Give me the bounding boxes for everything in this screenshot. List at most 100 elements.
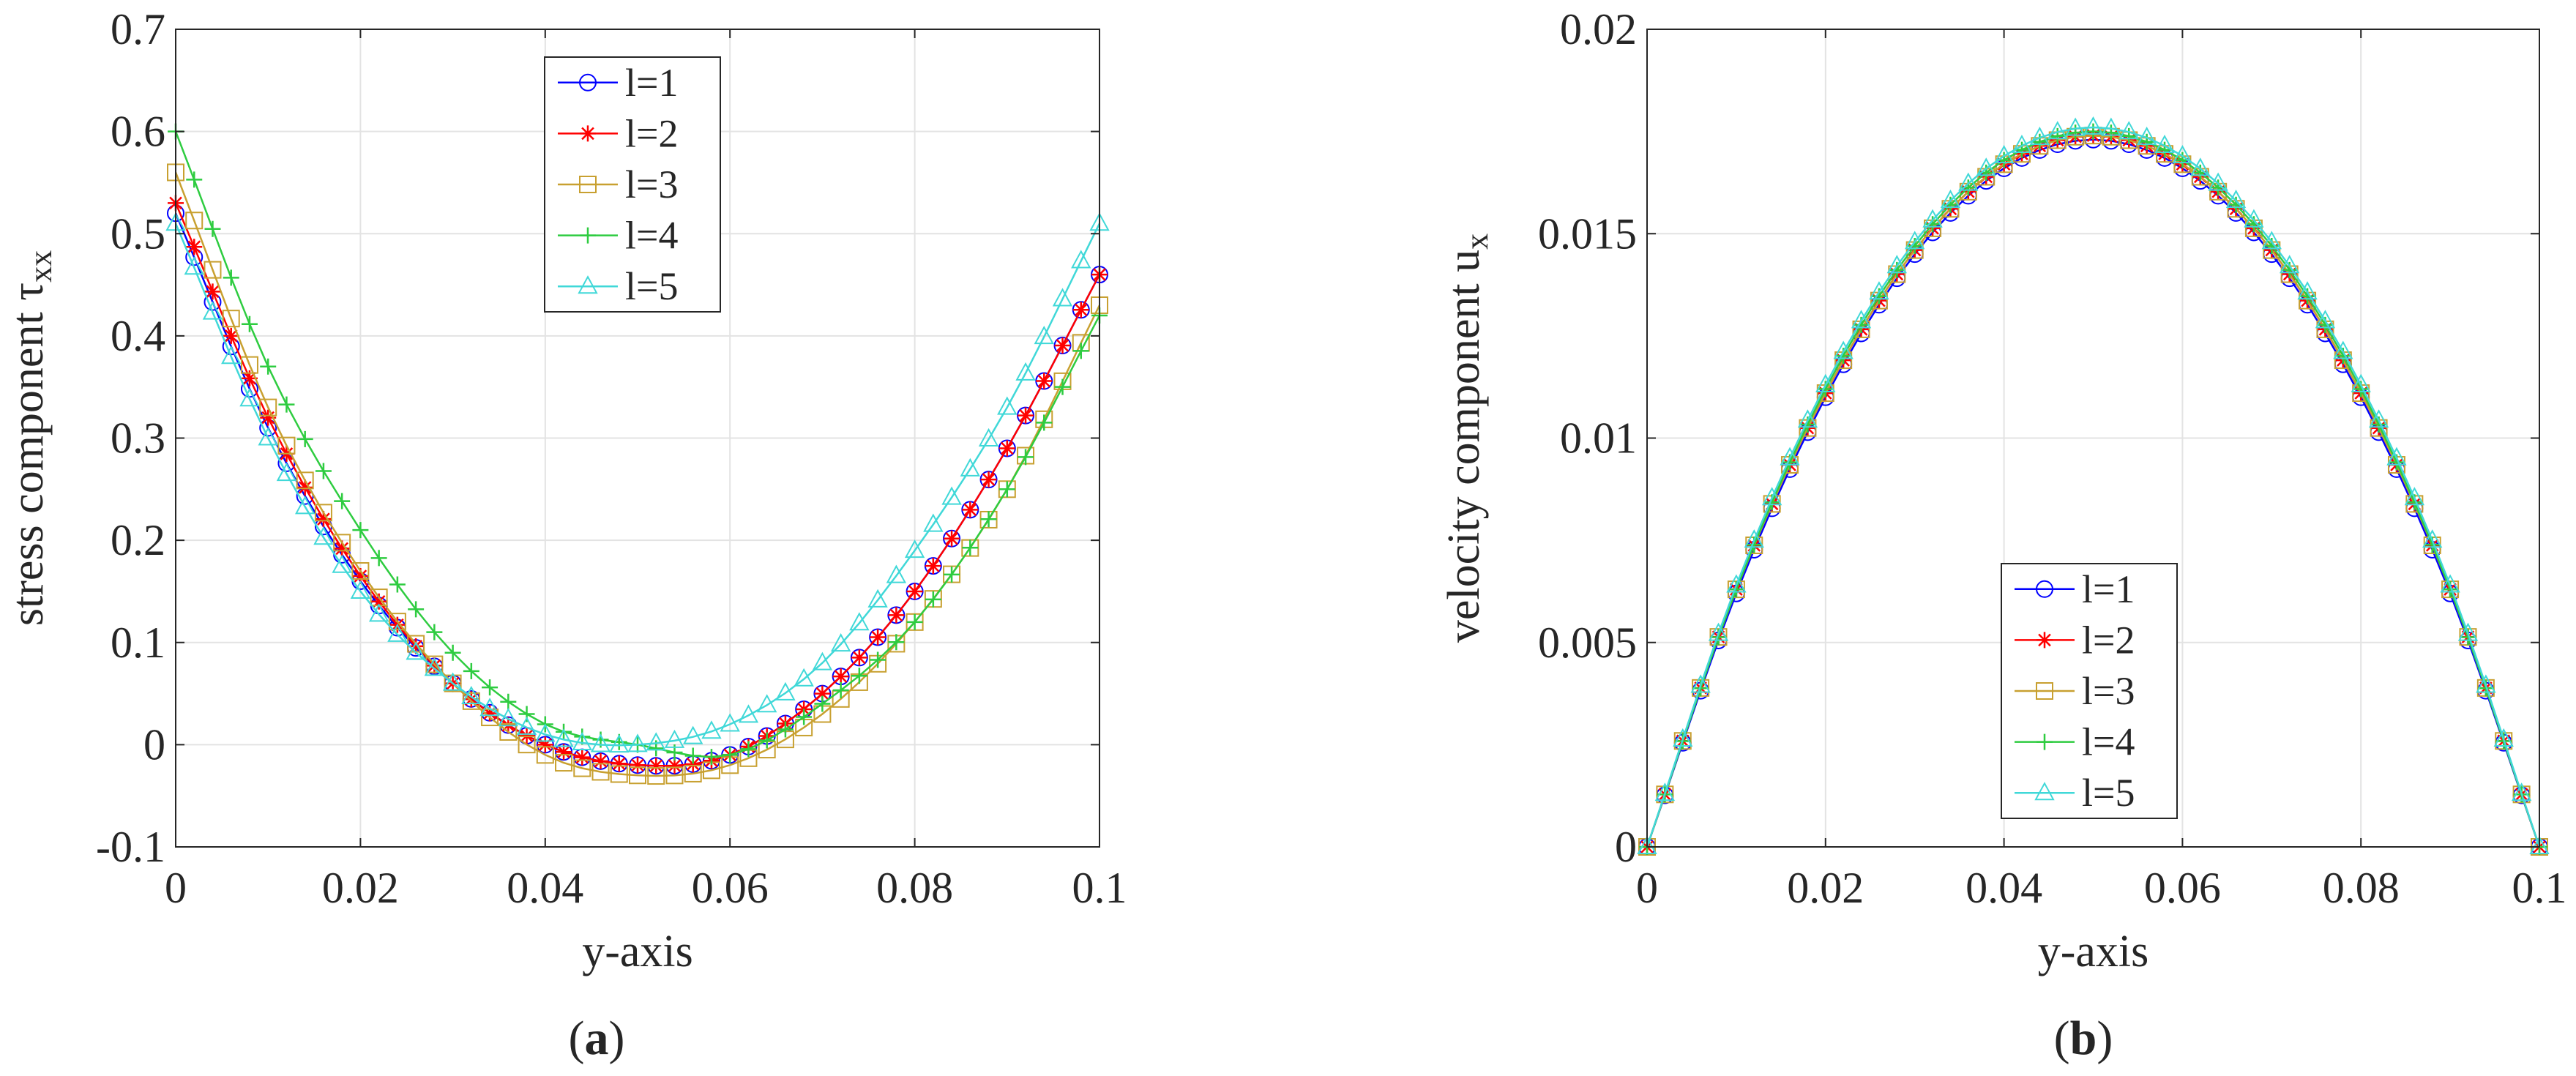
data-point: [518, 706, 535, 722]
data-point: [296, 430, 313, 447]
data-point: [683, 725, 703, 744]
data-point: [313, 526, 334, 545]
data-point: [777, 721, 794, 738]
data-point: [2297, 281, 2318, 300]
data-point: [408, 638, 425, 654]
data-point: [1036, 373, 1053, 389]
data-point: [648, 758, 665, 774]
x-tick-label: 0.02: [1787, 864, 1864, 912]
data-point: [368, 603, 389, 622]
data-point: [1036, 414, 1053, 431]
data-point: [2208, 172, 2228, 191]
data-point: [941, 486, 962, 505]
data-point: [1673, 728, 1693, 747]
data-point: [2172, 145, 2193, 164]
data-point: [426, 657, 443, 674]
data-point: [572, 731, 592, 751]
data-point: [2225, 190, 2247, 209]
legend-b: l=1 l=2 l=3 l=4 l=5: [2001, 563, 2178, 819]
data-point: [851, 668, 867, 684]
data-point: [796, 709, 813, 725]
legend-marker: [2034, 782, 2055, 801]
data-point: [2244, 209, 2264, 228]
data-point: [906, 613, 923, 630]
y-tick-label: 0.6: [111, 108, 165, 156]
data-point: [2031, 133, 2048, 150]
data-point: [1761, 487, 1782, 506]
x-tick-label: 0.1: [2512, 864, 2567, 912]
data-point: [425, 655, 444, 673]
data-point: [240, 356, 258, 374]
data-point: [535, 723, 556, 742]
data-point: [2386, 447, 2407, 466]
data-point: [1071, 250, 1091, 269]
data-point: [646, 732, 666, 751]
data-point: [1708, 622, 1729, 641]
data-point: [222, 310, 240, 328]
data-point: [814, 685, 831, 702]
y-tick-label: 0: [143, 720, 165, 769]
data-point: [1780, 447, 1800, 466]
y-ticks-a: -0.1 0 0.1 0.2 0.3 0.4 0.5 0.6 0.7: [96, 5, 1100, 871]
legend-marker: [2036, 632, 2053, 649]
data-point: [888, 607, 905, 624]
data-point: [204, 283, 221, 300]
data-point: [1797, 409, 1818, 428]
data-point: [2029, 127, 2050, 146]
data-point: [701, 720, 722, 739]
data-point: [259, 398, 277, 416]
series-l=2: [168, 195, 1108, 774]
data-point: [944, 530, 960, 547]
data-point: [2085, 123, 2102, 140]
legend-marker: [2036, 580, 2053, 598]
data-point: [2136, 127, 2157, 146]
panel-b: 0 0.02 0.04 0.06 0.08 0.1 0 0.005 0.01 0.015 0.02…: [1439, 5, 2567, 1065]
data-point: [350, 580, 371, 599]
data-point: [556, 744, 572, 761]
series-group-a: [165, 123, 1110, 785]
data-point: [960, 457, 981, 477]
x-tick-label: 0.04: [507, 864, 583, 912]
data-point: [537, 736, 553, 753]
data-point: [426, 624, 443, 640]
data-point: [980, 471, 997, 488]
data-point: [2315, 310, 2336, 329]
data-point: [276, 463, 297, 482]
data-point: [498, 708, 519, 727]
data-point: [461, 685, 482, 705]
data-point: [2049, 127, 2066, 144]
data-point: [870, 651, 886, 668]
x-axis-title-b: y-axis: [2038, 927, 2149, 976]
legend-label: l=5: [2082, 771, 2135, 815]
x-tick-label: 0.04: [1965, 864, 2042, 912]
data-point: [2440, 574, 2460, 593]
data-point: [664, 729, 685, 748]
x-tick-label: 0: [165, 864, 187, 912]
x-tick-label: 0.1: [1072, 864, 1127, 912]
data-point: [479, 698, 500, 717]
data-point: [1976, 157, 1996, 176]
data-point: [2190, 157, 2211, 176]
legend-marker: [578, 275, 598, 294]
legend-marker: [2036, 682, 2053, 700]
data-point: [591, 763, 610, 781]
data-point: [186, 239, 203, 255]
data-point: [2333, 340, 2353, 359]
data-point: [775, 681, 796, 700]
data-point: [1869, 281, 1889, 300]
data-point: [849, 612, 870, 631]
legend-label: l=2: [625, 111, 678, 155]
data-point: [1072, 343, 1089, 359]
data-point: [2529, 835, 2550, 854]
x-ticks-a: 0 0.02 0.04 0.06 0.08 0.1: [165, 29, 1127, 912]
x-ticks-b: 0 0.02 0.04 0.06 0.08 0.1: [1636, 29, 2567, 912]
data-point: [444, 644, 461, 661]
data-point: [814, 695, 831, 712]
data-point: [573, 759, 591, 777]
legend-label: l=3: [625, 162, 678, 206]
y-tick-label: -0.1: [96, 823, 165, 871]
data-point: [738, 704, 759, 723]
data-point: [278, 396, 295, 413]
data-point: [2154, 134, 2175, 154]
data-point: [463, 662, 479, 679]
